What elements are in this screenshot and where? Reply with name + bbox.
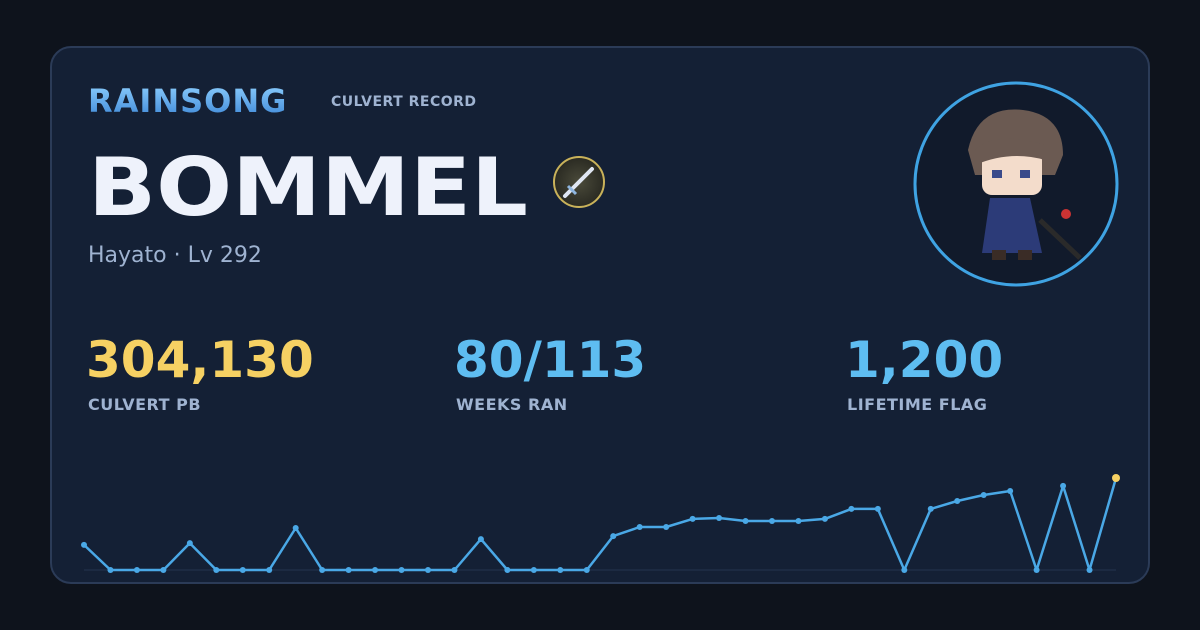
sparkline-point <box>583 567 590 573</box>
sparkline-point <box>292 524 299 531</box>
sparkline-point <box>319 567 326 573</box>
stat-label: CULVERT PB <box>88 395 201 414</box>
sparkline-point <box>81 541 87 548</box>
sparkline-point <box>266 567 273 573</box>
subtitle: CULVERT RECORD <box>331 94 477 110</box>
player-name: BOMMEL <box>88 141 528 234</box>
sparkline-point <box>980 491 987 498</box>
stat-label: LIFETIME FLAG <box>847 395 987 414</box>
stat-value: 80/113 <box>454 331 646 389</box>
sparkline <box>83 477 1118 572</box>
sparkline-point <box>425 567 431 573</box>
sparkline-point <box>451 567 458 573</box>
sparkline-point <box>1007 488 1014 495</box>
badge-icon <box>553 156 605 208</box>
sparkline-point <box>795 517 802 524</box>
stat-value: 1,200 <box>845 331 1003 389</box>
sparkline-point <box>372 567 379 573</box>
sparkline-point <box>557 567 564 573</box>
sparkline-point <box>1086 567 1093 573</box>
sparkline-point <box>663 524 670 531</box>
sparkline-point <box>1060 482 1067 489</box>
sparkline-point <box>689 515 696 522</box>
sparkline-point <box>133 567 140 573</box>
sparkline-point <box>769 517 775 524</box>
sparkline-point <box>716 514 723 521</box>
sparkline-point <box>107 567 114 573</box>
sparkline-point <box>742 517 749 524</box>
stat-value: 304,130 <box>86 331 314 389</box>
sparkline-point <box>213 567 220 573</box>
sparkline-point <box>636 524 643 531</box>
sparkline-point <box>1112 474 1120 482</box>
sparkline-point <box>848 505 855 512</box>
sparkline-point <box>821 515 828 522</box>
sparkline-point <box>398 567 405 573</box>
sparkline-point <box>186 540 193 547</box>
brand: RAINSONG <box>88 82 287 120</box>
sparkline-point <box>530 567 537 573</box>
stat-label: WEEKS RAN <box>456 395 568 414</box>
sparkline-point <box>874 505 881 512</box>
sparkline-point <box>954 498 961 505</box>
sparkline-point <box>160 567 167 573</box>
sparkline-point <box>345 567 352 573</box>
player-details: Hayato · Lv 292 <box>88 243 262 268</box>
sparkline-point <box>239 567 246 573</box>
sparkline-point <box>610 533 617 540</box>
sparkline-point <box>1033 567 1040 573</box>
card <box>50 46 1150 584</box>
sparkline-point <box>504 567 511 573</box>
sparkline-point <box>477 536 484 543</box>
avatar <box>913 81 1119 287</box>
sparkline-point <box>901 567 908 573</box>
sparkline-point <box>927 505 934 512</box>
